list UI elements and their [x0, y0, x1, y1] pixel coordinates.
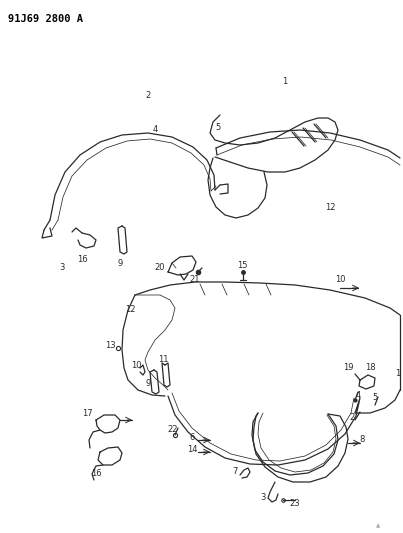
Text: 10: 10: [131, 360, 141, 369]
Text: 1: 1: [283, 77, 288, 86]
Text: 12: 12: [125, 305, 135, 314]
Text: 16: 16: [77, 255, 87, 264]
Text: 9: 9: [117, 259, 123, 268]
Text: 15: 15: [237, 262, 247, 271]
Text: 22: 22: [168, 425, 178, 434]
Text: 9: 9: [145, 378, 151, 387]
Text: 12: 12: [325, 204, 335, 213]
Text: 10: 10: [335, 276, 345, 285]
Text: 13: 13: [105, 341, 115, 350]
Text: 18: 18: [365, 364, 375, 373]
Text: 5: 5: [372, 393, 378, 402]
Text: 3: 3: [260, 494, 266, 503]
Text: 11: 11: [158, 356, 168, 365]
Text: 5: 5: [215, 123, 220, 132]
Text: 17: 17: [82, 408, 92, 417]
Text: 20: 20: [155, 263, 165, 272]
Text: 2: 2: [145, 91, 151, 100]
Text: 3: 3: [59, 263, 65, 272]
Text: 23: 23: [290, 498, 300, 507]
Text: 14: 14: [187, 446, 197, 455]
Text: 2: 2: [349, 413, 355, 422]
Text: 91J69 2800 A: 91J69 2800 A: [8, 14, 83, 24]
Text: 6: 6: [189, 432, 195, 441]
Text: 1: 1: [395, 368, 401, 377]
Text: 4: 4: [152, 125, 158, 134]
Text: ▲: ▲: [376, 523, 380, 528]
Text: 21: 21: [190, 276, 200, 285]
Text: 19: 19: [343, 364, 353, 373]
Text: 8: 8: [359, 435, 365, 445]
Text: 4: 4: [355, 391, 361, 400]
Text: 16: 16: [91, 469, 101, 478]
Text: 7: 7: [232, 467, 238, 477]
